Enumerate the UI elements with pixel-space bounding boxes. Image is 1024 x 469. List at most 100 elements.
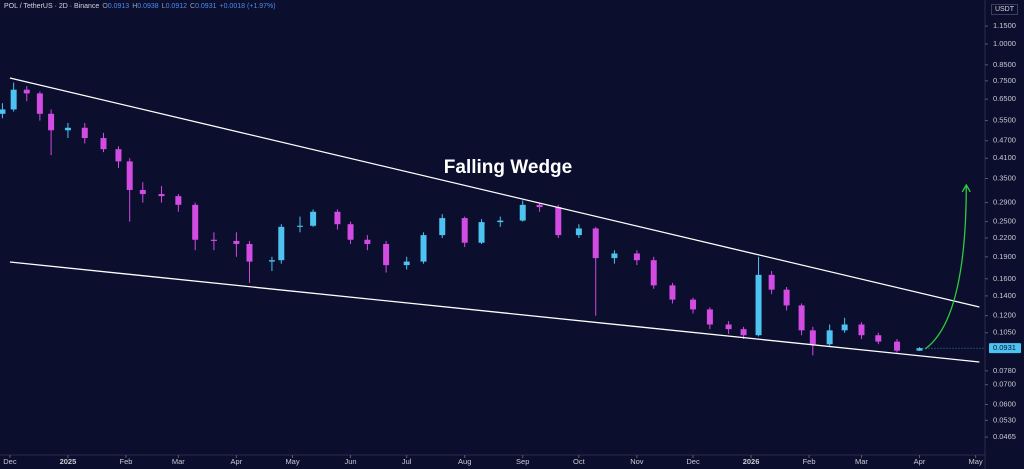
y-tick-label: 0.7500 xyxy=(993,76,1016,85)
candle-body xyxy=(64,127,71,131)
candle-body xyxy=(497,220,504,223)
candle-body xyxy=(669,285,676,300)
y-tick-label: 0.1900 xyxy=(993,252,1016,261)
x-tick-label: Feb xyxy=(119,457,132,466)
ohlc-key: L xyxy=(161,3,166,10)
ohlc-key: O xyxy=(102,3,108,10)
x-tick-label: 2026 xyxy=(743,457,760,466)
candle-body xyxy=(858,324,865,336)
candle-body xyxy=(192,204,199,240)
y-tick-label: 1.0000 xyxy=(993,39,1016,48)
symbol: POL / TetherUS · 2D · Binance xyxy=(4,3,100,10)
candle-body xyxy=(755,274,762,336)
candle-body xyxy=(478,222,485,243)
y-tick-label: 0.0600 xyxy=(993,399,1016,408)
candle-body xyxy=(650,260,657,286)
candle-body xyxy=(519,204,526,221)
header: POL / TetherUS · 2D · Binance O0.0913 H0.0… xyxy=(4,3,276,10)
candle-body xyxy=(798,305,805,331)
x-tick-label: May xyxy=(969,457,983,466)
candle-body xyxy=(334,211,341,225)
candle-body xyxy=(246,243,253,262)
y-tick-label: 0.0530 xyxy=(993,415,1016,424)
trendline xyxy=(9,261,980,363)
candle-body xyxy=(841,324,848,331)
last-price-tag xyxy=(989,343,1021,354)
arrow-head xyxy=(961,183,971,193)
candle-body xyxy=(158,194,165,197)
candle-body xyxy=(575,228,582,236)
ohlc-key: C xyxy=(190,3,196,10)
y-tick-label: 0.8500 xyxy=(993,60,1016,69)
candle-body xyxy=(875,335,882,342)
candle-body xyxy=(278,226,285,261)
currency[interactable]: USDT xyxy=(990,4,1018,15)
ohlc-value: 0.0912 xyxy=(165,3,188,10)
x-tick-label: Feb xyxy=(803,457,816,466)
candle-body xyxy=(725,324,732,330)
x-tick-label: Mar xyxy=(855,457,868,466)
candle-body xyxy=(10,89,17,110)
x-tick-label: Nov xyxy=(630,457,644,466)
candle-body xyxy=(268,260,275,262)
candle-body xyxy=(439,218,446,236)
x-tick-label: May xyxy=(285,457,299,466)
x-tick-label: Jun xyxy=(344,457,356,466)
trendline xyxy=(9,77,980,308)
ohlc-value: 0.0931 xyxy=(195,3,217,10)
last-price-label: 0.0931 xyxy=(993,343,1016,352)
y-tick-label: 0.1400 xyxy=(993,291,1016,300)
y-tick-label: 0.6500 xyxy=(993,94,1016,103)
ohlc-value: 0.0913 xyxy=(107,3,130,10)
y-tick-label: 0.0780 xyxy=(993,366,1016,375)
y-tick-label: 0.4100 xyxy=(993,153,1016,162)
candle-body xyxy=(210,239,217,241)
candle-body xyxy=(126,161,133,190)
candle-body xyxy=(592,228,599,259)
candle-body xyxy=(233,240,240,244)
y-tick-label: 0.0465 xyxy=(993,432,1016,441)
candle-body xyxy=(783,289,790,306)
x-tick-label: Aug xyxy=(458,457,471,466)
candle-body xyxy=(690,299,697,310)
candle-body xyxy=(420,235,427,262)
candle-body xyxy=(0,109,6,114)
candle-body xyxy=(100,138,107,150)
candle-body xyxy=(536,204,543,208)
candle-body xyxy=(310,211,317,226)
ohlc-key: H xyxy=(132,3,138,10)
y-tick-label: 0.2500 xyxy=(993,217,1016,226)
x-tick-label: Dec xyxy=(3,457,17,466)
candle-body xyxy=(347,224,354,240)
candle-body xyxy=(633,253,640,261)
candle-body xyxy=(383,243,390,266)
y-tick-label: 0.1050 xyxy=(993,328,1016,337)
x-tick-label: Apr xyxy=(231,457,243,466)
y-tick-label: 0.5500 xyxy=(993,116,1016,125)
candle-body xyxy=(115,149,122,162)
x-tick-label: Mar xyxy=(172,457,185,466)
y-tick-label: 0.0700 xyxy=(993,380,1016,389)
arrow xyxy=(924,184,967,350)
candle-body xyxy=(826,330,833,345)
x-tick-label: Apr xyxy=(914,457,926,466)
x-tick-label: Dec xyxy=(686,457,700,466)
candle-body xyxy=(809,330,816,345)
y-tick-label: 0.2900 xyxy=(993,198,1016,207)
candle-body xyxy=(611,253,618,259)
y-tick-label: 0.1600 xyxy=(993,274,1016,283)
x-tick-label: Sep xyxy=(516,457,529,466)
candle-body xyxy=(364,239,371,244)
x-tick-label: Oct xyxy=(573,457,586,466)
x-tick-label: Jul xyxy=(402,457,412,466)
y-tick-label: 0.4700 xyxy=(993,136,1016,145)
candle-body xyxy=(461,218,468,243)
ohlc-value: 0.0938 xyxy=(137,3,159,10)
candle-body xyxy=(48,113,55,131)
candle-body xyxy=(297,225,304,227)
candle-body xyxy=(916,348,923,351)
y-tick-label: 0.3500 xyxy=(993,173,1016,182)
candle-body xyxy=(36,93,43,114)
